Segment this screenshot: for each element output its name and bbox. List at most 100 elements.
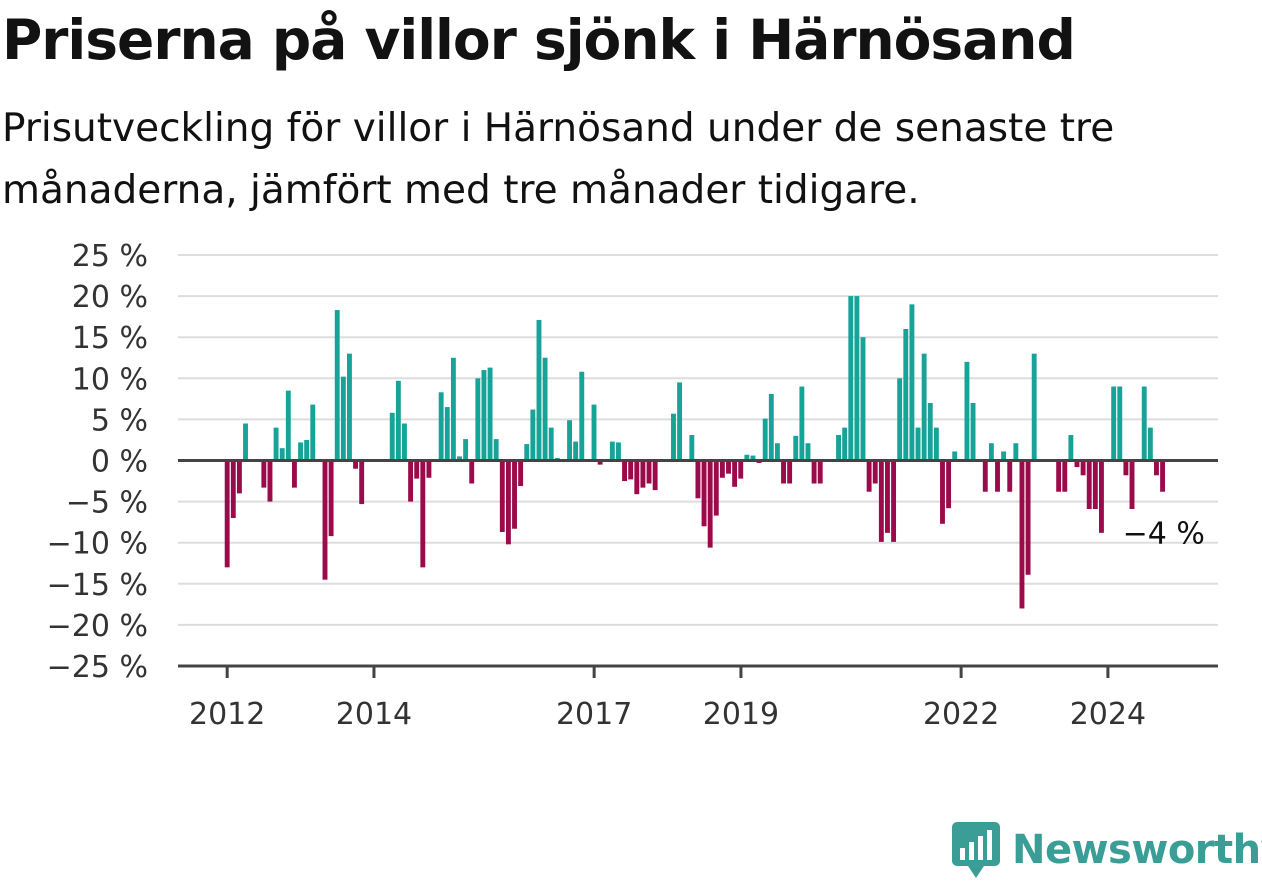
bar (395, 380, 401, 461)
bar (457, 456, 462, 461)
x-tick-label: 2012 (189, 697, 265, 732)
bar (450, 357, 456, 461)
x-tick-label: 2019 (703, 697, 779, 732)
bar (505, 460, 511, 545)
bar (732, 460, 738, 487)
bar (304, 439, 310, 461)
bar (1098, 460, 1104, 533)
bar (854, 296, 860, 461)
bar (291, 460, 297, 488)
bar (628, 460, 634, 480)
bar (469, 460, 475, 484)
y-tick-label: 15 % (72, 321, 148, 356)
bar (579, 371, 585, 461)
bar (982, 460, 988, 492)
y-tick-label: 20 % (72, 280, 148, 315)
bar (438, 392, 444, 461)
y-tick-label: −20 % (47, 609, 148, 644)
bars (224, 296, 1166, 609)
bar (530, 409, 536, 461)
bar (695, 460, 701, 499)
bar (359, 460, 365, 505)
bar (408, 460, 414, 502)
y-tick-label: −25 % (47, 650, 148, 685)
y-tick-label: −15 % (47, 568, 148, 603)
bar (512, 460, 517, 529)
axes (178, 459, 1218, 668)
bar (1019, 460, 1025, 609)
bar (542, 357, 548, 461)
bar (713, 460, 719, 516)
bar (842, 427, 848, 461)
bar (921, 353, 927, 461)
bar (1129, 460, 1135, 509)
bar (970, 402, 976, 461)
bar (634, 460, 640, 495)
bar (1062, 460, 1068, 492)
y-tick-label: −5 % (66, 486, 148, 521)
bar (988, 443, 994, 461)
bar (463, 439, 469, 461)
bar (811, 460, 817, 484)
bar (885, 460, 890, 533)
bar (909, 304, 915, 461)
x-axis-labels: 2012 2014 2017 2019 2022 2024 (189, 666, 1146, 732)
bar (1013, 443, 1019, 461)
bar (701, 460, 707, 527)
bar (952, 451, 958, 461)
bar (1123, 460, 1129, 476)
bar (817, 460, 823, 484)
bar (1117, 386, 1123, 461)
bar (640, 460, 646, 488)
bar (573, 441, 579, 461)
y-tick-label: 5 % (91, 403, 148, 438)
x-tick-label: 2014 (336, 697, 412, 732)
bar (1086, 460, 1092, 509)
bar (1056, 460, 1062, 492)
bar (1160, 460, 1166, 492)
y-tick-label: 0 % (91, 445, 148, 480)
bar (1031, 353, 1037, 461)
bar (738, 460, 744, 479)
bar (646, 460, 652, 484)
bar (866, 460, 872, 492)
bar (689, 435, 695, 461)
bar (805, 443, 811, 461)
bar (389, 412, 395, 461)
bar (622, 460, 628, 482)
bar (1001, 451, 1007, 461)
bar (273, 427, 279, 461)
bar (224, 460, 230, 568)
bar (591, 404, 597, 461)
bar (707, 460, 713, 548)
bar (597, 460, 603, 465)
bar (1154, 460, 1159, 476)
bar (230, 460, 236, 519)
chart-title: Priserna på villor sjönk i Härnösand (2, 8, 1076, 72)
bar (518, 460, 524, 486)
bar (481, 370, 487, 461)
bar (402, 423, 407, 461)
bar (848, 296, 854, 461)
bar (493, 439, 499, 461)
bar (940, 460, 945, 524)
bar (744, 454, 750, 461)
bar (426, 460, 432, 478)
bar (340, 376, 346, 461)
bar (927, 402, 933, 461)
bar (420, 460, 426, 568)
bar (903, 328, 909, 461)
bar (236, 460, 242, 494)
y-tick-label: 10 % (72, 362, 148, 397)
bar (1092, 460, 1098, 509)
bar (836, 435, 841, 461)
bar (1147, 427, 1153, 461)
bar-chart-bubble-icon (952, 822, 1000, 878)
bar (726, 460, 731, 474)
x-tick-label: 2024 (1070, 697, 1146, 732)
y-tick-label: −10 % (47, 527, 148, 562)
bar (499, 460, 505, 533)
bar (897, 378, 903, 461)
bar (964, 361, 970, 461)
